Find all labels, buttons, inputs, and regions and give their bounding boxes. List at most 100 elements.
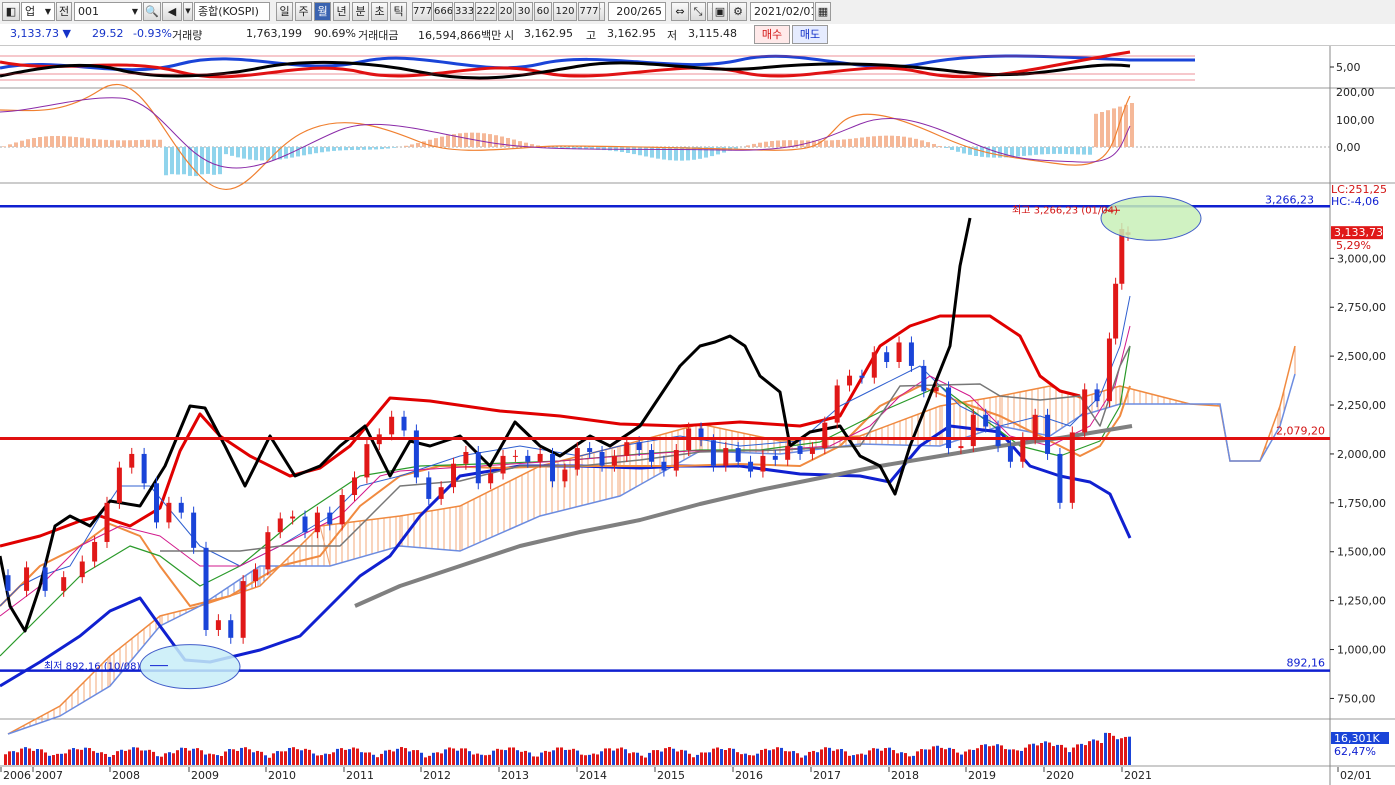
volume-bar <box>1088 741 1091 765</box>
save-icon[interactable]: ▣ <box>712 2 728 21</box>
volume-bar <box>836 749 839 765</box>
volume-bar <box>540 753 543 765</box>
macd-bar <box>134 140 138 147</box>
tab-period-4[interactable]: 분 <box>352 2 369 21</box>
volume-bar <box>336 749 339 765</box>
tab-period-5[interactable]: 초 <box>371 2 388 21</box>
macd-bar <box>1052 147 1056 154</box>
macd-bar <box>926 142 930 147</box>
tab-period-6[interactable]: 틱 <box>390 2 407 21</box>
window-icon[interactable]: ◧ <box>2 2 20 21</box>
macd-bar <box>368 147 372 150</box>
volume-bar <box>928 750 931 765</box>
volume-bar <box>696 755 699 765</box>
macd-bar <box>32 138 36 147</box>
tab-period-2[interactable]: 월 <box>314 2 331 21</box>
volume-bar <box>184 748 187 765</box>
scroll-icon[interactable]: ⇔ <box>671 2 689 21</box>
volume-bar <box>784 751 787 765</box>
volume-bar <box>632 752 635 765</box>
candle <box>736 448 741 462</box>
y-tick-label: 1,000,00 <box>1337 644 1386 657</box>
volume-bar <box>60 754 63 765</box>
count-field[interactable]: 200/265 <box>608 2 666 21</box>
volume-bar <box>256 751 259 765</box>
candle <box>501 456 506 474</box>
macd-bar <box>890 136 894 147</box>
macd-bar <box>860 137 864 147</box>
fit-icon[interactable]: ⤡ <box>690 2 706 21</box>
volume-bar <box>64 753 67 765</box>
chevron-down-icon[interactable]: ▼ <box>183 2 193 21</box>
candle <box>228 620 233 638</box>
macd-bar <box>650 147 654 158</box>
macd-bar <box>824 141 828 147</box>
interval-button-3[interactable]: 222 <box>475 2 497 21</box>
x-tick-label: 2011 <box>346 769 374 782</box>
volume-bar <box>1024 748 1027 765</box>
speaker-icon[interactable]: ◀ <box>162 2 182 21</box>
candle <box>538 454 543 462</box>
sell-button[interactable]: 매도 <box>792 25 828 44</box>
macd-bar <box>302 147 306 155</box>
interval-button-1[interactable]: 666 <box>433 2 453 21</box>
gear-icon[interactable]: ⚙ <box>729 2 747 21</box>
high-note: 최고 3,266,23 (01/04) <box>1012 204 1118 216</box>
volume-bar <box>612 751 615 765</box>
interval-button-6[interactable]: 60 <box>534 2 552 21</box>
interval-button-7[interactable]: 120 <box>553 2 577 21</box>
high-label: 고 <box>586 27 596 43</box>
candle <box>426 477 431 499</box>
volume-bar <box>392 751 395 765</box>
volume-bar <box>252 752 255 765</box>
volume-bar <box>424 757 427 765</box>
interval-button-8[interactable]: 777 <box>578 2 600 21</box>
code-input[interactable]: 001 ▼ <box>74 2 142 21</box>
prev-button[interactable]: 전 <box>56 2 72 21</box>
market-select[interactable]: 업 ▼ <box>21 2 55 21</box>
volume-bar <box>740 754 743 765</box>
macd-bar <box>446 135 450 147</box>
volume-bar <box>284 751 287 765</box>
interval-button-0[interactable]: 777 <box>412 2 432 21</box>
macd-bar <box>1124 105 1128 147</box>
volume-bar <box>376 757 379 765</box>
date-input[interactable]: 2021/02/01 <box>750 2 814 21</box>
macd-bar <box>362 147 366 150</box>
volume-bar <box>1056 745 1059 765</box>
volume-bar <box>124 751 127 765</box>
candle <box>1107 339 1112 402</box>
volume-bar <box>568 750 571 765</box>
volume-bar <box>780 748 783 765</box>
macd-bar <box>488 134 492 147</box>
macd-bar <box>242 147 246 159</box>
calendar-icon[interactable]: ▦ <box>815 2 831 21</box>
tab-period-0[interactable]: 일 <box>276 2 293 21</box>
volume-bar <box>708 752 711 765</box>
macd-bar <box>692 147 696 160</box>
interval-button-5[interactable]: 30 <box>515 2 533 21</box>
volume-bar <box>560 747 563 765</box>
tab-period-1[interactable]: 주 <box>295 2 312 21</box>
interval-button-2[interactable]: 333 <box>454 2 474 21</box>
y-tick-label: 2,000,00 <box>1337 448 1386 461</box>
volume-bar <box>900 752 903 765</box>
buy-button[interactable]: 매수 <box>754 25 790 44</box>
volume-bar <box>1016 750 1019 765</box>
candle <box>674 450 679 471</box>
volume-bar <box>1000 745 1003 765</box>
volume-bar <box>652 750 655 765</box>
volume-bar <box>944 749 947 765</box>
tab-period-3[interactable]: 년 <box>333 2 350 21</box>
volume-bar <box>1060 745 1063 765</box>
interval-button-4[interactable]: 20 <box>498 2 514 21</box>
macd-bar <box>1100 112 1104 147</box>
candle <box>810 448 815 454</box>
price-chart: 5,00 200,00 100,00 0,00 3,000,002,750,00… <box>0 46 1395 785</box>
volume-bar <box>444 749 447 765</box>
search-icon[interactable]: 🔍 <box>143 2 161 21</box>
volume-bar <box>472 754 475 765</box>
volume-bar <box>44 752 47 765</box>
candle <box>1008 446 1013 462</box>
macd-bar <box>116 140 120 147</box>
